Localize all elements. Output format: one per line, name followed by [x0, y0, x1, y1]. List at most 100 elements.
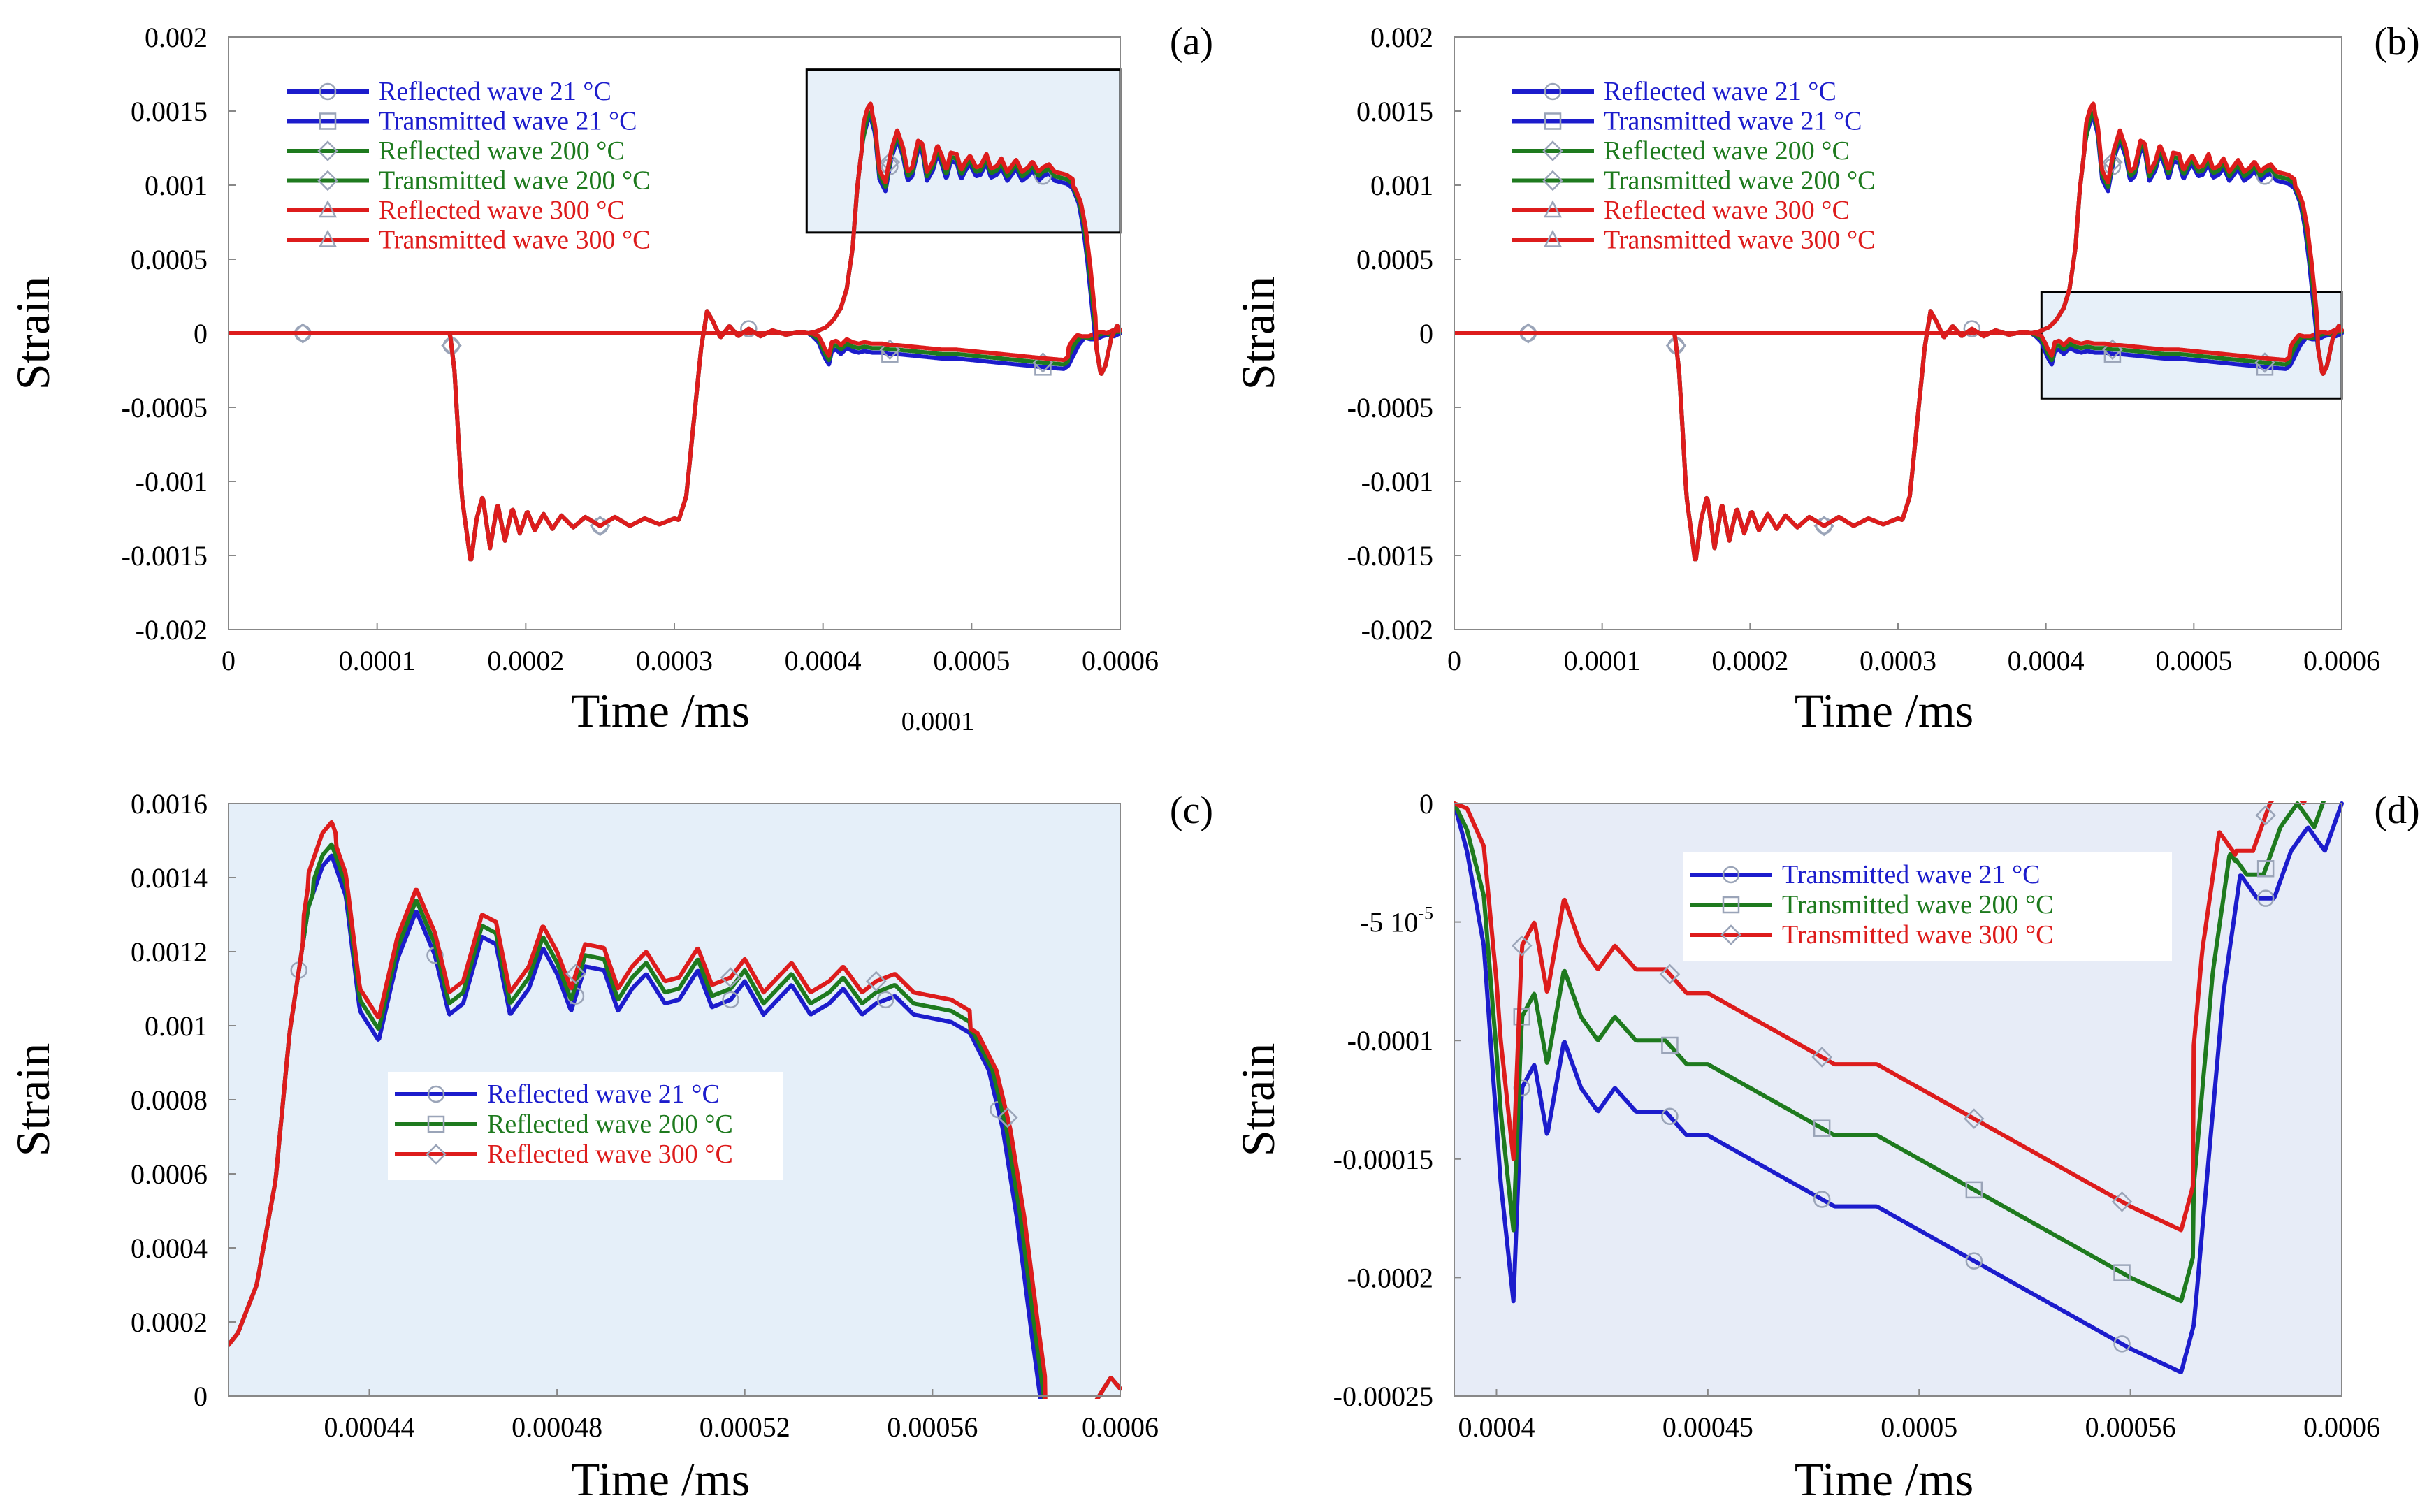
x-tick-label: 0.0004: [1458, 1411, 1535, 1443]
y-tick-label: -0.0005: [1347, 392, 1433, 423]
y-tick-label: -0.00015: [1333, 1144, 1433, 1175]
stray-axis-note: 0.0001: [901, 707, 975, 736]
x-tick-label: 0: [1447, 645, 1461, 676]
legend-label: Reflected wave 200 °C: [1604, 136, 1850, 166]
series-line-transmitted-21: [1454, 801, 2344, 1374]
series-marker-reflected-200: [1518, 323, 1539, 344]
legend-marker: [317, 170, 338, 191]
y-tick-label: 0.002: [145, 22, 208, 53]
series-marker-transmitted-21: [1661, 1107, 1679, 1125]
x-tick-label: 0.0002: [487, 645, 564, 676]
y-tick-label: 0.0005: [1356, 244, 1433, 275]
x-tick-label: 0.0002: [1711, 645, 1788, 676]
y-tick-label: 0.002: [1370, 22, 1433, 53]
y-axis-title: Strain: [1231, 1043, 1284, 1156]
y-tick-label: 0.0015: [131, 96, 208, 127]
legend-marker: [319, 82, 337, 101]
legend-label: Transmitted wave 200 °C: [1604, 166, 1876, 196]
chart-panel-d: -0.00025 -0.0002 -0.00015 -0.0001 -5 10-5 0 0.…: [1231, 788, 2420, 1506]
legend-label: Reflected wave 21 °C: [487, 1080, 720, 1109]
series-marker-reflected-200: [879, 152, 901, 173]
series-line-transmitted-300: [1454, 801, 2308, 1233]
y-tick-label: 0.0015: [1356, 96, 1433, 127]
x-tick-label: 0.0005: [1881, 1411, 1957, 1443]
legend-label: Transmitted wave 300 °C: [1604, 226, 1876, 255]
y-tick-label: 0.0006: [131, 1158, 208, 1190]
x-tick-label: 0.0004: [785, 645, 862, 676]
series-line-reflected-300: [229, 101, 1122, 562]
series-line-reflected-300: [1454, 101, 2344, 562]
plot-frame: [1454, 36, 2342, 630]
series-line-reflected-300: [229, 820, 1122, 1399]
x-tick-label: 0.00048: [512, 1411, 602, 1443]
series-marker-transmitted-300: [1811, 1047, 1832, 1068]
x-tick-label: 0.00056: [887, 1411, 978, 1443]
legend-label: Reflected wave 200 °C: [379, 136, 625, 166]
y-tick-label: 0.0005: [131, 244, 208, 275]
x-tick-label: 0: [222, 645, 236, 676]
y-tick-label: -0.002: [1361, 614, 1433, 646]
y-tick-label: -0.001: [1361, 466, 1433, 497]
legend-marker: [1544, 82, 1562, 101]
x-tick-label: 0.00052: [700, 1411, 790, 1443]
series-marker-transmitted-300: [1659, 964, 1681, 984]
series-marker-transmitted-300: [2255, 805, 2276, 826]
y-axis-title: Strain: [1231, 277, 1284, 390]
y-tick-label: 0.001: [1370, 170, 1433, 201]
panel-label: (d): [2374, 789, 2419, 832]
x-tick-label: 0.0003: [636, 645, 713, 676]
y-tick-label: 0: [194, 1381, 208, 1412]
x-axis-title: Time /ms: [1795, 1453, 1973, 1506]
y-tick-label: -0.0005: [122, 392, 208, 423]
x-tick-label: 0.0003: [1860, 645, 1936, 676]
legend-marker: [427, 1085, 445, 1103]
series-marker-reflected-21: [591, 517, 609, 535]
chart-panel-a: -0.002 -0.0015 -0.001 -0.0005 0 0.0005 0.001 0.…: [6, 20, 1213, 737]
series-group: [1454, 801, 2344, 1374]
chart-panel-c: 0 0.0002 0.0004 0.0006 0.0008 0.001 0.0012 0.00…: [6, 788, 1213, 1506]
series-marker-transmitted-300: [1964, 1108, 1985, 1129]
legend-marker: [1722, 896, 1740, 914]
y-tick-label: 0.0008: [131, 1084, 208, 1116]
series-marker-transmitted-300: [2111, 1191, 2133, 1212]
series-marker-transmitted-200: [1513, 1008, 1531, 1026]
series-marker-transmitted-21: [2113, 1335, 2131, 1353]
y-axis-title: Strain: [6, 277, 59, 390]
y-tick-label: 0.0014: [131, 862, 208, 894]
y-tick-label: -0.0002: [1347, 1262, 1433, 1293]
x-tick-label: 0.0005: [2155, 645, 2232, 676]
legend-marker: [1722, 866, 1740, 884]
legend-label: Transmitted wave 300 °C: [379, 226, 651, 255]
series-group: [229, 101, 1122, 562]
y-tick-label: 0.0002: [131, 1307, 208, 1338]
series-marker-reflected-300: [720, 967, 741, 988]
x-tick-label: 0.0006: [2303, 1411, 2380, 1443]
panel-label: (c): [1170, 789, 1213, 832]
x-axis-title: Time /ms: [571, 1453, 750, 1506]
legend-marker: [1542, 170, 1563, 191]
series-marker-transmitted-200: [2113, 1264, 2131, 1281]
y-tick-label: 0.0004: [131, 1233, 208, 1264]
series-marker-transmitted-200: [1661, 1036, 1679, 1054]
legend-marker: [318, 229, 338, 247]
legend-label: Transmitted wave 300 °C: [1782, 920, 2054, 950]
series-marker-transmitted-200: [2256, 860, 2275, 878]
y-tick-label: 0.0012: [131, 936, 208, 968]
legend-label: Transmitted wave 21 °C: [1782, 860, 2041, 889]
legend-label: Transmitted wave 200 °C: [1782, 890, 2054, 919]
y-tick-label: -0.00025: [1333, 1381, 1433, 1412]
legend-marker: [426, 1144, 447, 1165]
series-marker-reflected-21: [876, 991, 894, 1009]
x-tick-label: 0.00056: [2085, 1411, 2176, 1443]
x-tick-label: 0.0001: [339, 645, 416, 676]
x-tick-label: 0.0005: [933, 645, 1010, 676]
legend-marker: [317, 140, 338, 161]
x-axis-title: Time /ms: [1795, 684, 1973, 737]
y-tick-label: -5 10-5: [1360, 903, 1433, 938]
series-marker-reflected-300: [997, 1107, 1018, 1128]
y-tick-label: 0: [194, 318, 208, 349]
x-tick-label: 0.00045: [1662, 1411, 1753, 1443]
plot-frame: [228, 36, 1121, 630]
